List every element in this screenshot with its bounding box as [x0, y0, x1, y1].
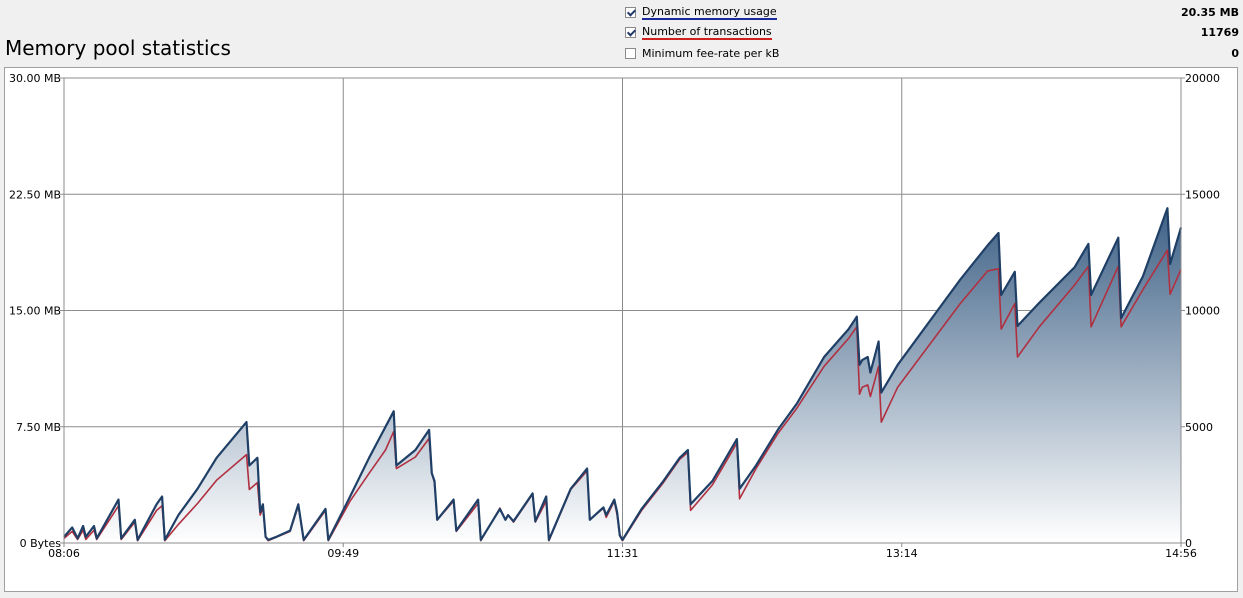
chart-axes: 0 Bytes 0 7.50 MB 5000 15.00 MB 10000 22.50 MB…	[9, 72, 1220, 560]
legend-label-dynamic-memory: Dynamic memory usage	[642, 4, 777, 20]
y-left-tick-label: 0 Bytes	[20, 537, 62, 550]
legend-item-transactions[interactable]: Number of transactions	[625, 24, 772, 40]
y-right-tick-label: 10000	[1185, 305, 1220, 318]
x-tick-label: 08:06	[48, 547, 80, 560]
checkbox-min-fee[interactable]	[625, 47, 636, 59]
x-tick-label: 09:49	[327, 547, 359, 560]
series-line-dynamic-memory	[63, 207, 1183, 542]
memory-area-fill	[64, 208, 1181, 543]
legend-value-min-fee: 0	[1231, 47, 1239, 60]
checkbox-dynamic-memory[interactable]	[625, 6, 636, 18]
y-left-tick-label: 15.00 MB	[9, 305, 61, 318]
y-right-tick-label: 5000	[1185, 421, 1213, 434]
y-right-tick-label: 0	[1185, 537, 1192, 550]
y-left-tick-label: 30.00 MB	[9, 72, 61, 85]
y-right-tick-label: 15000	[1185, 188, 1220, 201]
x-tick-label: 11:31	[607, 547, 639, 560]
legend-value-dynamic-memory: 20.35 MB	[1181, 6, 1239, 19]
chart-series	[63, 207, 1183, 543]
x-tick-label: 13:14	[886, 547, 918, 560]
legend-label-transactions: Number of transactions	[642, 24, 772, 40]
y-right-tick-label: 20000	[1185, 72, 1220, 85]
legend-value-transactions: 11769	[1200, 26, 1239, 39]
y-left-tick-label: 7.50 MB	[16, 421, 61, 434]
legend-item-dynamic-memory[interactable]: Dynamic memory usage	[625, 4, 777, 20]
checkbox-transactions[interactable]	[625, 26, 636, 38]
legend-item-min-fee[interactable]: Minimum fee-rate per kB	[625, 45, 779, 61]
x-tick-label: 14:56	[1165, 547, 1197, 560]
legend-label-min-fee: Minimum fee-rate per kB	[642, 46, 780, 60]
y-left-tick-label: 22.50 MB	[9, 188, 61, 201]
page-title: Memory pool statistics	[5, 36, 231, 60]
